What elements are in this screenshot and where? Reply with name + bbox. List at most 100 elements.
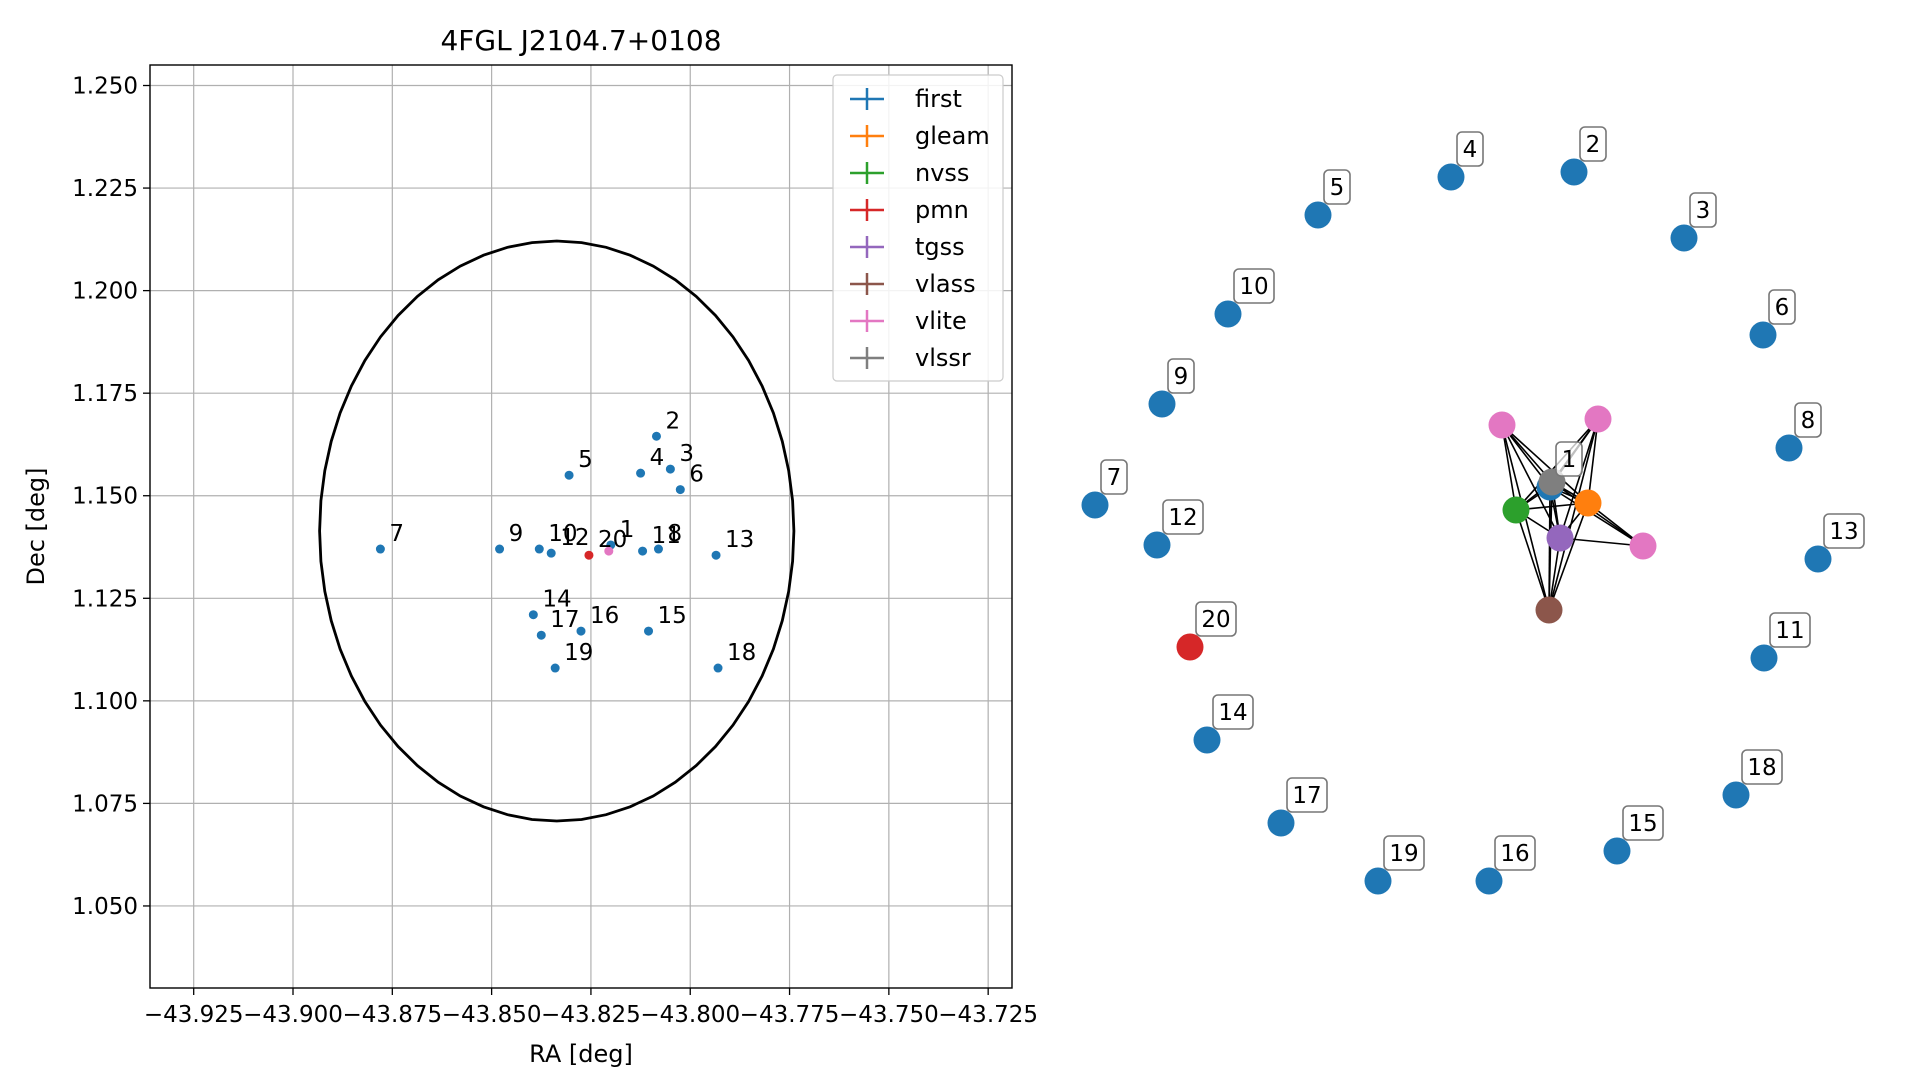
x-tick-label: −43.775	[740, 1002, 840, 1028]
node-label: 20	[1201, 607, 1230, 633]
node-label: 4	[1463, 137, 1478, 163]
graph-edge	[1559, 418, 1599, 539]
point-label: 5	[578, 447, 593, 473]
point-first	[375, 544, 385, 554]
graph-edge	[1551, 481, 1644, 547]
point-label: 13	[725, 527, 754, 553]
point-label: 12	[560, 525, 589, 551]
point-first	[644, 626, 654, 636]
point-pmn	[584, 550, 594, 560]
graph-edge	[1548, 418, 1599, 611]
node-first	[1193, 726, 1221, 754]
node-label-box	[1383, 835, 1425, 871]
node-label: 11	[1775, 618, 1804, 644]
graph-edge	[1549, 486, 1644, 547]
ticks-layer: −43.925 −43.900 −43.875 −43.850 −43.825 −43.8…	[72, 74, 1038, 1028]
y-tick-label: 1.125	[72, 586, 138, 612]
point-label: 7	[389, 521, 404, 547]
node-first	[1670, 224, 1698, 252]
node-label-box	[1195, 601, 1237, 637]
graph-edge	[1548, 486, 1551, 611]
node-label-box	[1456, 131, 1484, 167]
point-label: 8	[667, 521, 682, 547]
point-label: 4	[650, 445, 665, 471]
legend-entry: pmn	[915, 196, 969, 224]
point-label: 18	[727, 640, 756, 666]
node-label: 9	[1174, 364, 1189, 390]
node-label-box	[1794, 402, 1822, 438]
x-tick-label: −43.900	[243, 1002, 343, 1028]
legend-entry: vlass	[915, 270, 976, 298]
node-label: 2	[1586, 132, 1601, 158]
graph-edge	[1587, 418, 1599, 504]
point-first	[638, 546, 648, 556]
node-label-box	[1555, 441, 1583, 477]
grid	[150, 65, 1012, 988]
node-first	[1148, 390, 1176, 418]
y-tick-label: 1.175	[72, 381, 138, 407]
node-label: 3	[1696, 198, 1711, 224]
node-first	[1143, 531, 1171, 559]
chart-title: 4FGL J2104.7+0108	[440, 24, 721, 57]
y-tick-label: 1.225	[72, 176, 138, 202]
legend-entry: gleam	[915, 122, 990, 150]
point-first	[711, 550, 721, 560]
legend-entry: vlssr	[915, 344, 971, 372]
node-label-box	[1689, 192, 1717, 228]
x-tick-label: −43.850	[442, 1002, 542, 1028]
node-first	[1304, 201, 1332, 229]
node-label-box	[1741, 749, 1783, 785]
node-first	[1560, 158, 1588, 186]
node-vlite	[1629, 532, 1657, 560]
node-first	[1749, 321, 1777, 349]
point-first	[651, 431, 661, 441]
node-first	[1775, 434, 1803, 462]
node-label: 6	[1775, 295, 1790, 321]
node-nvss	[1502, 496, 1530, 524]
node-label: 19	[1389, 841, 1418, 867]
node-first	[1722, 781, 1750, 809]
node-first	[1804, 545, 1832, 573]
point-first	[675, 485, 685, 495]
point-first	[536, 630, 546, 640]
node-label: 14	[1218, 700, 1247, 726]
graph-edge	[1559, 537, 1644, 547]
node-label-box	[1769, 612, 1811, 648]
node-first	[1750, 644, 1778, 672]
x-tick-label: −43.725	[938, 1002, 1038, 1028]
point-label: 15	[658, 603, 687, 629]
point-first	[534, 544, 544, 554]
node-label: 18	[1747, 755, 1776, 781]
node-pmn	[1176, 633, 1204, 661]
y-tick-label: 1.075	[72, 791, 138, 817]
node-first	[1267, 809, 1295, 837]
node-label-box	[1233, 268, 1275, 304]
node-label: 8	[1801, 408, 1816, 434]
x-tick-label: −43.750	[839, 1002, 939, 1028]
node-vlite	[1488, 411, 1516, 439]
y-tick-label: 1.100	[72, 689, 138, 715]
point-label: 6	[689, 462, 704, 488]
node-label: 16	[1500, 841, 1529, 867]
node-vlite	[1584, 405, 1612, 433]
point-first	[653, 544, 663, 554]
node-label: 10	[1239, 274, 1268, 300]
point-label: 2	[665, 408, 680, 434]
graph-edge	[1501, 424, 1517, 511]
legend-entry: first	[915, 85, 962, 113]
point-first	[564, 470, 574, 480]
node-first	[1437, 163, 1465, 191]
node-label: 13	[1829, 519, 1858, 545]
graph-edge	[1515, 509, 1550, 611]
x-tick-label: −43.800	[640, 1002, 740, 1028]
point-first	[713, 663, 723, 673]
point-vlite	[604, 546, 614, 556]
node-label-box	[1212, 694, 1254, 730]
uncertainty-ellipse	[318, 239, 796, 823]
node-label-box	[1323, 169, 1351, 205]
node-first	[1214, 300, 1242, 328]
